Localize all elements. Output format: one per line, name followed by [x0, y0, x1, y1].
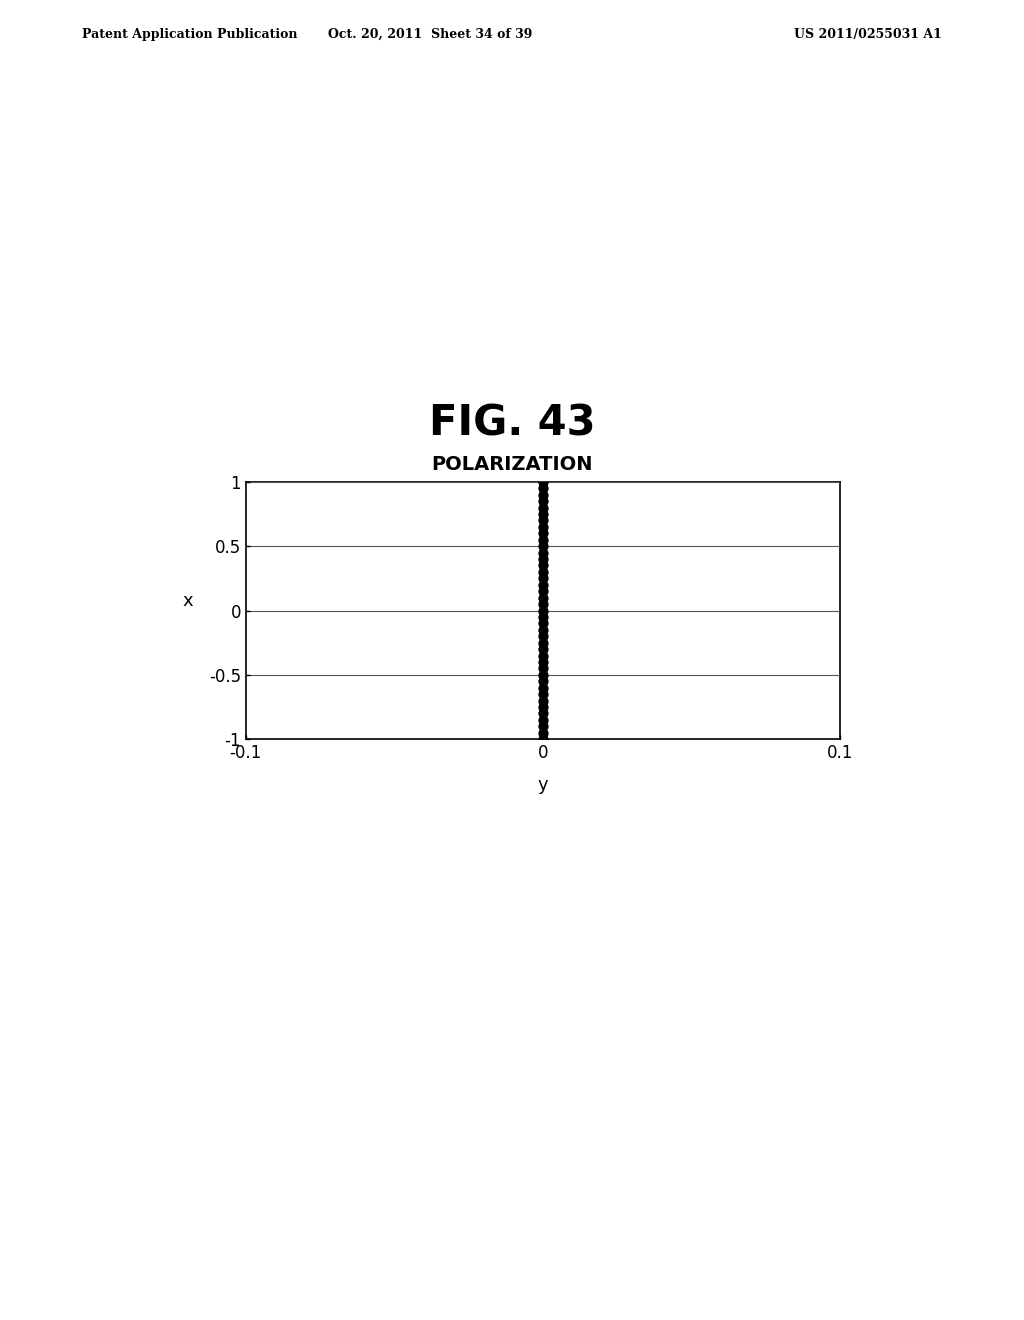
- Point: [535, 543, 551, 564]
- Point: [535, 491, 551, 512]
- Point: [535, 599, 551, 622]
- Point: [535, 722, 551, 743]
- Point: [535, 664, 551, 685]
- Point: [535, 702, 551, 723]
- Point: [535, 729, 551, 750]
- Point: [535, 554, 551, 576]
- Point: [535, 606, 551, 627]
- Point: [535, 523, 551, 544]
- Point: [535, 632, 551, 653]
- Point: [535, 478, 551, 499]
- Text: FIG. 43: FIG. 43: [429, 403, 595, 445]
- Point: [535, 626, 551, 647]
- Point: [535, 612, 551, 634]
- Text: POLARIZATION: POLARIZATION: [431, 455, 593, 474]
- Point: [535, 510, 551, 531]
- X-axis label: y: y: [538, 776, 548, 793]
- Point: [535, 697, 551, 718]
- Point: [535, 471, 551, 492]
- Point: [535, 619, 551, 640]
- Point: [535, 529, 551, 550]
- Point: [535, 677, 551, 698]
- Point: [535, 503, 551, 524]
- Point: [535, 561, 551, 582]
- Point: [535, 709, 551, 730]
- Point: [535, 671, 551, 692]
- Point: [535, 645, 551, 667]
- Point: [535, 581, 551, 602]
- Point: [535, 536, 551, 557]
- Text: Patent Application Publication: Patent Application Publication: [82, 28, 297, 41]
- Point: [535, 568, 551, 589]
- Y-axis label: x: x: [182, 593, 194, 610]
- Point: [535, 639, 551, 660]
- Point: [535, 690, 551, 711]
- Text: Oct. 20, 2011  Sheet 34 of 39: Oct. 20, 2011 Sheet 34 of 39: [328, 28, 532, 41]
- Point: [535, 516, 551, 537]
- Point: [535, 574, 551, 595]
- Point: [535, 496, 551, 517]
- Point: [535, 684, 551, 705]
- Point: [535, 594, 551, 615]
- Text: US 2011/0255031 A1: US 2011/0255031 A1: [795, 28, 942, 41]
- Point: [535, 652, 551, 673]
- Point: [535, 484, 551, 506]
- Point: [535, 715, 551, 737]
- Point: [535, 549, 551, 570]
- Point: [535, 587, 551, 609]
- Point: [535, 657, 551, 678]
